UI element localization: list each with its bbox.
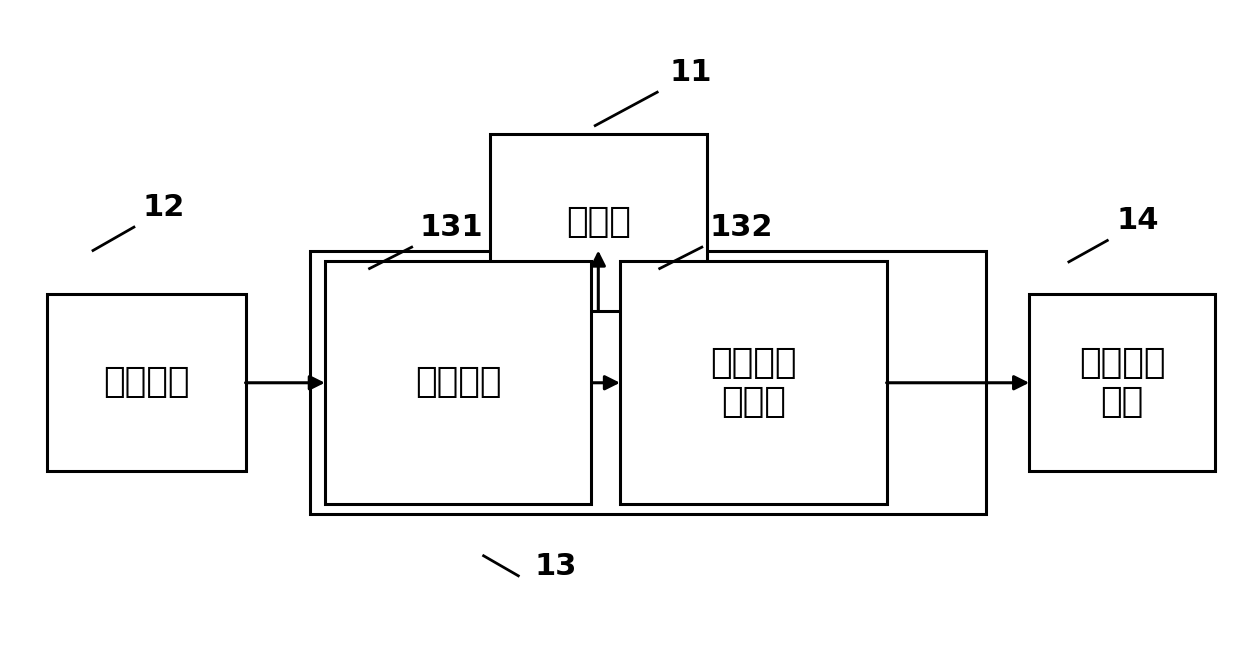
Bar [47,294,246,471]
Bar [490,134,707,311]
Text: 132: 132 [709,213,773,242]
Text: 12: 12 [143,193,185,222]
Bar [310,250,986,514]
Bar [620,261,887,504]
Text: 11: 11 [670,58,712,87]
Text: 外围电路: 外围电路 [103,365,190,399]
Text: 存储器: 存储器 [565,205,631,239]
Text: 131: 131 [419,213,482,242]
Text: 13: 13 [534,552,577,581]
Text: 待测显示
模组: 待测显示 模组 [1079,346,1166,419]
Bar [325,261,591,504]
Text: 14: 14 [1116,206,1158,235]
Text: 微处理器: 微处理器 [415,365,501,399]
Bar [1029,294,1215,471]
Text: 显示界面
控制器: 显示界面 控制器 [711,346,796,419]
